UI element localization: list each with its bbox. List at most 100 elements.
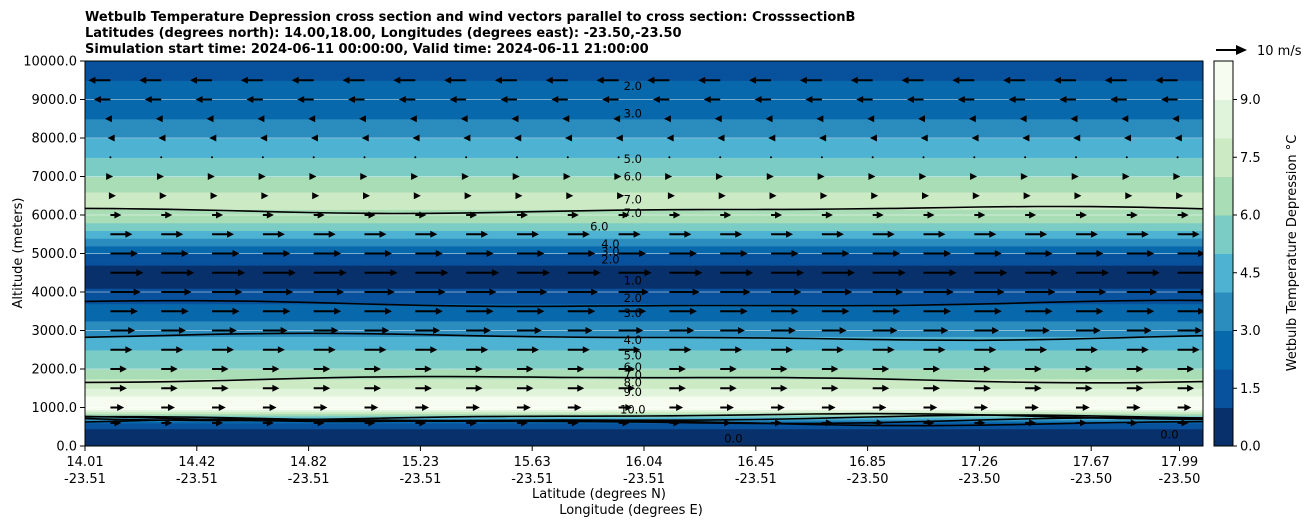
contour-line — [85, 205, 1203, 215]
filled-band — [85, 186, 1203, 189]
contour-line — [85, 332, 1203, 342]
wind-vector-head — [729, 384, 737, 392]
wind-vector-head — [981, 404, 989, 411]
wind-vector-head — [232, 307, 240, 315]
colorbar-tick-label: 0.0 — [1240, 440, 1261, 455]
filled-band — [85, 378, 1203, 382]
filled-band — [85, 112, 1203, 116]
filled-band — [85, 166, 1203, 170]
wind-vector-head — [190, 76, 198, 84]
colorbar-band — [1214, 369, 1233, 408]
wind-vector-head — [726, 404, 734, 411]
y-tick-label: 8000.0 — [32, 132, 78, 147]
wind-vector-head — [360, 173, 368, 180]
wind-vector-head — [628, 384, 636, 392]
filled-band — [85, 176, 1203, 180]
filled-band — [85, 243, 1203, 247]
wind-vector-head — [317, 211, 325, 219]
filled-band — [85, 342, 1203, 345]
filled-band — [85, 126, 1203, 129]
wind-vector-head — [856, 96, 864, 103]
filled-band — [85, 230, 1203, 233]
x-tick-label-latitude: 17.99 — [1161, 455, 1198, 470]
wind-vector-head — [839, 327, 847, 334]
wind-vector-head — [879, 404, 887, 411]
wind-vector-head — [232, 250, 240, 257]
wind-vector-head — [938, 230, 946, 238]
wind-vector-head — [181, 307, 189, 315]
wind-vector-head — [994, 307, 1002, 315]
filled-band — [85, 305, 1203, 308]
wind-vector-head — [992, 327, 1000, 334]
wind-vector-head — [464, 192, 472, 200]
wind-vector-head — [994, 250, 1002, 257]
filled-band — [85, 397, 1203, 401]
filled-band — [85, 216, 1203, 220]
wind-vector-head — [323, 384, 331, 392]
wind-vector-head — [475, 384, 483, 392]
wind-vector-head — [1022, 134, 1030, 142]
wind-vector-head — [850, 76, 858, 84]
y-tick-label: 6000.0 — [32, 209, 78, 224]
filled-band — [85, 193, 1203, 197]
wind-vector-head — [266, 419, 274, 427]
wind-vector-head — [114, 211, 122, 219]
wind-vector-head — [398, 96, 406, 103]
wind-vector-head — [523, 404, 531, 411]
filled-band — [85, 405, 1203, 409]
filled-band — [85, 149, 1203, 153]
filled-band — [85, 401, 1203, 405]
wind-vector-head — [221, 384, 229, 392]
wind-vector-dot — [312, 156, 315, 159]
filled-band — [85, 151, 1203, 154]
filled-band — [85, 293, 1203, 297]
contour-labels: 2.03.05.06.07.07.06.04.03.02.01.02.03.04… — [590, 79, 1178, 445]
wind-vector-head — [676, 404, 684, 411]
wind-vector-head — [805, 96, 813, 103]
contour-label: 3.0 — [601, 245, 619, 259]
wind-vector-head — [663, 115, 671, 123]
filled-band — [85, 313, 1203, 316]
wind-vector-head — [419, 211, 427, 219]
wind-vector-head — [1040, 230, 1048, 238]
x-tick-label-latitude: 14.42 — [178, 455, 215, 470]
wind-vector-head — [571, 211, 579, 219]
wind-vector-head — [178, 327, 186, 334]
wind-vector-head — [588, 307, 596, 315]
wind-vector-head — [184, 288, 192, 296]
wind-vector-head — [765, 115, 773, 123]
filled-band — [85, 203, 1203, 206]
filled-band — [85, 332, 1203, 335]
wind-vector-head — [687, 327, 695, 334]
wind-vector-head — [1023, 192, 1031, 200]
x-tick-label-latitude: 15.63 — [514, 455, 551, 470]
wind-vector-head — [368, 211, 376, 219]
wind-vector-head — [1104, 76, 1112, 84]
filled-band — [85, 232, 1203, 235]
wind-vector-head — [1198, 307, 1203, 315]
wind-vector-head — [221, 365, 229, 373]
wind-vector-head — [359, 115, 366, 123]
filled-band — [85, 145, 1203, 149]
wind-vector-head — [636, 327, 644, 334]
wind-vector-head — [206, 115, 214, 123]
wind-vector-head — [1187, 384, 1195, 392]
wind-vector-head — [114, 419, 122, 427]
filled-band — [85, 184, 1203, 187]
colorbar-band — [1214, 407, 1233, 447]
wind-vector-head — [334, 250, 342, 257]
filled-band — [85, 268, 1203, 272]
wind-vector-head — [1124, 134, 1132, 142]
wind-vector-head — [820, 192, 828, 200]
wind-vector-head — [481, 346, 489, 354]
wind-vector-head — [941, 327, 949, 334]
filled-band — [85, 357, 1203, 360]
wind-vector-head — [413, 192, 421, 200]
wind-vector-head — [816, 115, 824, 123]
colorbar-band — [1214, 215, 1233, 254]
wind-vector-dot — [1074, 156, 1077, 159]
wind-vector-head — [574, 404, 582, 411]
contour-line — [85, 375, 1203, 384]
wind-vector-head — [1029, 419, 1037, 427]
wind-vector-head — [310, 134, 318, 142]
